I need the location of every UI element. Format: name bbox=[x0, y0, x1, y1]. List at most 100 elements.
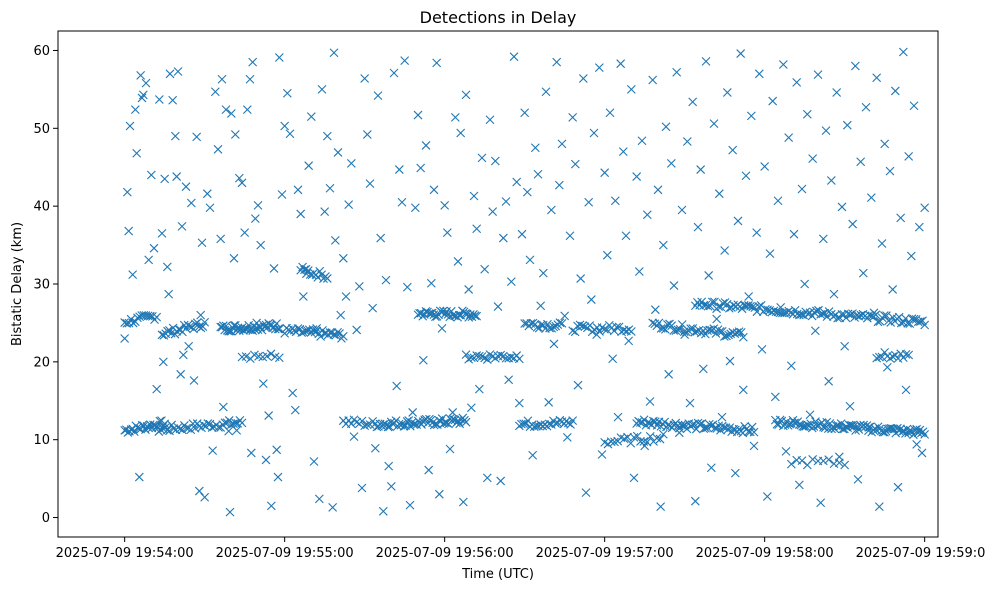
data-point-marker bbox=[673, 325, 683, 335]
data-point-marker bbox=[821, 126, 831, 136]
data-point-marker bbox=[378, 506, 388, 516]
data-point-marker bbox=[240, 228, 250, 238]
data-point-marker bbox=[480, 353, 490, 363]
data-point-marker bbox=[754, 69, 764, 79]
data-point-marker bbox=[346, 419, 356, 429]
data-point-marker bbox=[220, 418, 230, 428]
data-point-marker bbox=[600, 168, 610, 178]
data-point-marker bbox=[461, 350, 471, 359]
data-point-marker bbox=[373, 91, 383, 101]
data-point-marker bbox=[173, 423, 183, 432]
data-point-marker bbox=[746, 111, 756, 121]
data-point-marker bbox=[554, 180, 564, 190]
data-point-marker bbox=[458, 497, 468, 507]
data-point-marker bbox=[736, 49, 746, 58]
data-point-marker bbox=[378, 420, 388, 429]
data-point-marker bbox=[901, 349, 911, 359]
data-point-marker bbox=[722, 88, 732, 97]
data-point-marker bbox=[120, 334, 130, 343]
data-point-marker bbox=[338, 253, 348, 263]
data-point-marker bbox=[314, 494, 324, 504]
data-point-marker bbox=[189, 324, 198, 334]
data-point-marker bbox=[602, 250, 612, 260]
data-point-marker bbox=[519, 419, 528, 429]
data-point-marker bbox=[152, 421, 162, 431]
data-point-marker bbox=[152, 384, 162, 394]
data-point-marker bbox=[184, 341, 194, 351]
data-point-marker bbox=[666, 158, 676, 168]
data-point-marker bbox=[734, 327, 744, 336]
data-point-marker bbox=[818, 234, 828, 244]
data-point-marker bbox=[501, 197, 511, 206]
data-point-marker bbox=[632, 172, 642, 181]
data-point-marker bbox=[606, 437, 616, 446]
data-point-marker bbox=[202, 189, 212, 199]
data-point-marker bbox=[568, 416, 578, 425]
data-point-marker bbox=[216, 322, 226, 332]
data-point-marker bbox=[125, 121, 135, 131]
data-point-marker bbox=[632, 431, 642, 441]
data-point-marker bbox=[896, 213, 906, 223]
data-point-marker bbox=[394, 165, 404, 174]
data-point-marker bbox=[309, 457, 319, 466]
data-point-marker bbox=[586, 295, 596, 304]
data-point-marker bbox=[672, 67, 682, 77]
data-point-marker bbox=[352, 417, 362, 427]
data-point-marker bbox=[512, 177, 522, 187]
data-point-marker bbox=[741, 171, 751, 181]
data-point-marker bbox=[786, 459, 796, 469]
data-point-marker bbox=[282, 88, 292, 98]
data-point-marker bbox=[197, 238, 207, 248]
data-point-marker bbox=[178, 350, 188, 360]
data-point-marker bbox=[917, 448, 927, 458]
data-point-marker bbox=[336, 310, 346, 320]
data-point-marker bbox=[688, 420, 697, 429]
data-point-marker bbox=[480, 264, 490, 274]
data-point-marker bbox=[544, 397, 554, 407]
chart-title: Detections in Delay bbox=[420, 8, 577, 27]
data-point-marker bbox=[549, 339, 559, 349]
data-point-marker bbox=[528, 450, 538, 460]
data-point-marker bbox=[246, 448, 256, 458]
data-point-marker bbox=[789, 229, 799, 239]
data-point-marker bbox=[797, 456, 807, 465]
data-point-marker bbox=[210, 87, 220, 97]
data-point-marker bbox=[618, 147, 628, 157]
data-point-marker bbox=[848, 219, 858, 229]
y-tick-label: 10 bbox=[33, 433, 50, 448]
data-point-marker bbox=[477, 153, 487, 163]
data-point-marker bbox=[226, 109, 236, 118]
data-point-marker bbox=[676, 420, 686, 430]
data-point-marker bbox=[217, 74, 227, 84]
data-point-marker bbox=[536, 301, 546, 311]
data-point-marker bbox=[298, 292, 308, 301]
data-point-marker bbox=[872, 73, 882, 83]
data-point-marker bbox=[716, 425, 725, 435]
data-point-marker bbox=[408, 408, 418, 417]
data-point-marker bbox=[724, 303, 734, 313]
data-point-marker bbox=[306, 112, 316, 122]
data-point-marker bbox=[277, 190, 287, 199]
data-point-marker bbox=[648, 318, 658, 328]
data-point-marker bbox=[786, 361, 796, 371]
data-point-marker bbox=[416, 163, 426, 173]
data-point-marker bbox=[290, 405, 300, 415]
data-point-marker bbox=[655, 434, 665, 444]
data-point-marker bbox=[757, 345, 767, 354]
data-point-marker bbox=[173, 67, 183, 76]
data-point-marker bbox=[616, 59, 626, 69]
data-point-marker bbox=[682, 424, 692, 434]
data-point-marker bbox=[137, 93, 147, 103]
data-point-marker bbox=[352, 325, 362, 335]
data-point-marker bbox=[682, 327, 691, 337]
data-point-marker bbox=[490, 156, 500, 166]
data-point-marker bbox=[645, 431, 655, 441]
data-point-marker bbox=[697, 419, 707, 428]
data-point-marker bbox=[843, 309, 853, 319]
data-point-marker bbox=[258, 379, 268, 389]
data-point-marker bbox=[778, 60, 788, 69]
data-point-marker bbox=[745, 427, 755, 437]
data-point-marker bbox=[274, 353, 284, 363]
data-point-marker bbox=[918, 316, 927, 326]
